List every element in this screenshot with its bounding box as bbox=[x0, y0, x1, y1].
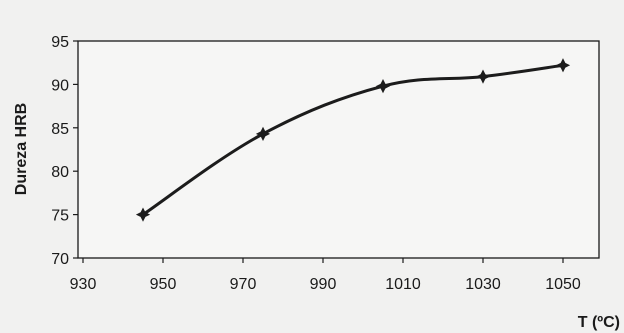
y-axis-title: Dureza HRB bbox=[13, 103, 30, 195]
y-tick-label: 75 bbox=[51, 208, 69, 225]
y-tick-label: 95 bbox=[51, 34, 69, 51]
x-tick-label: 970 bbox=[230, 276, 257, 293]
plot-area bbox=[78, 41, 599, 258]
x-tick-label: 1030 bbox=[465, 276, 501, 293]
x-tick-label: 990 bbox=[310, 276, 337, 293]
x-tick-label: 930 bbox=[70, 276, 97, 293]
x-tick-label: 1010 bbox=[385, 276, 421, 293]
y-tick-label: 70 bbox=[51, 251, 69, 268]
series-line bbox=[141, 63, 565, 217]
data-point-marker bbox=[135, 207, 151, 222]
plot-frame bbox=[77, 40, 600, 259]
data-point-marker bbox=[475, 69, 491, 84]
y-tick-label: 85 bbox=[51, 121, 69, 138]
x-tick-label: 950 bbox=[150, 276, 177, 293]
data-point-marker bbox=[555, 58, 571, 73]
series-markers bbox=[135, 58, 571, 222]
data-point-marker bbox=[375, 79, 391, 94]
x-tick-label: 1050 bbox=[545, 276, 581, 293]
x-axis-ticks: 930 950 970 990 1010 1030 1050 bbox=[70, 258, 581, 293]
data-point-marker bbox=[255, 126, 271, 141]
x-axis-title: T (ºC) bbox=[578, 314, 620, 331]
y-tick-label: 90 bbox=[51, 77, 69, 94]
y-axis-ticks: 70 75 80 85 90 95 bbox=[51, 34, 78, 268]
y-tick-label: 80 bbox=[51, 164, 69, 181]
